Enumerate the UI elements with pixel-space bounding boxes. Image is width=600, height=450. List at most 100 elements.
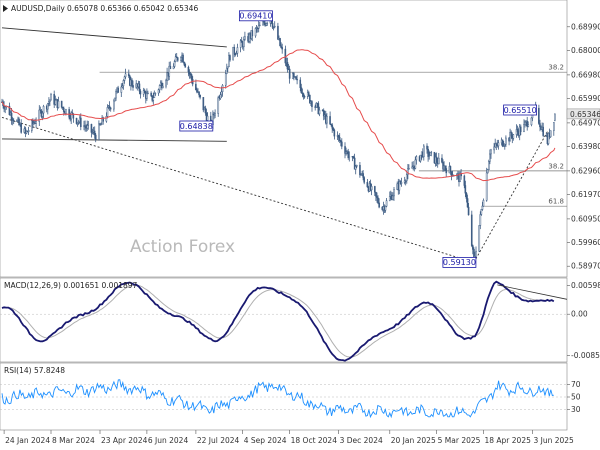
candle-body — [400, 182, 403, 184]
candle-body — [265, 23, 267, 26]
candle-body — [524, 121, 526, 125]
candle-body — [234, 53, 237, 56]
candle-body — [281, 47, 283, 50]
candle-body — [444, 165, 446, 169]
candle-body — [331, 124, 334, 129]
candle-body — [243, 39, 245, 48]
macd-signal-line — [1, 284, 554, 358]
candle-body — [472, 245, 474, 250]
candle-body — [53, 94, 55, 105]
candle-body — [86, 125, 89, 129]
candle-body — [41, 112, 44, 117]
candle-body — [333, 129, 336, 137]
candle-body — [65, 109, 67, 114]
candle-body — [339, 140, 342, 143]
price-tick-label: 0.68990 — [571, 22, 600, 31]
candle-body — [94, 134, 97, 141]
candle-body — [257, 25, 260, 29]
price-tick-label: 0.66980 — [571, 70, 600, 79]
macd-tick-label: 0.00 — [571, 310, 588, 319]
candle-body — [449, 166, 452, 172]
candle-body — [38, 109, 41, 122]
candle-body — [337, 135, 340, 138]
candle-body — [165, 80, 167, 87]
candle-body — [198, 91, 200, 96]
candle-body — [31, 120, 33, 131]
candle-body — [428, 155, 430, 157]
candle-body — [480, 209, 483, 215]
candle-body — [359, 164, 361, 176]
candle-body — [174, 56, 177, 62]
rsi-title: RSI(14) 57.8248 — [4, 366, 65, 375]
candle-body — [68, 109, 70, 118]
candle-body — [240, 40, 243, 43]
candle-body — [384, 206, 387, 211]
candle-body — [502, 145, 505, 147]
candle-body — [47, 103, 49, 110]
candle-body — [77, 121, 80, 123]
candle-body — [217, 97, 220, 114]
candle-body — [20, 123, 22, 133]
candle-body — [114, 97, 116, 102]
candle-body — [429, 151, 432, 156]
candle-body — [311, 101, 313, 108]
candle-body — [479, 214, 482, 226]
candle-body — [366, 181, 369, 188]
candle-body — [515, 129, 518, 135]
candle-body — [549, 130, 552, 138]
candle-body — [435, 156, 438, 163]
candle-body — [117, 87, 119, 93]
price-tick-label: 0.68000 — [571, 46, 600, 55]
candle-body — [360, 174, 362, 176]
candle-body — [147, 92, 149, 95]
candle-body — [470, 214, 473, 246]
candle-body — [80, 117, 82, 128]
candle-body — [227, 66, 229, 69]
candle-body — [494, 143, 497, 148]
price-tick-label: 0.58970 — [571, 262, 600, 271]
candle-body — [378, 202, 380, 208]
candle-body — [153, 93, 156, 98]
candle-body — [127, 73, 130, 77]
candle-body — [279, 38, 281, 47]
candle-body — [150, 92, 152, 96]
price-tick-label: 0.61970 — [571, 190, 600, 199]
candle-body — [229, 55, 231, 61]
macd-lines — [0, 280, 568, 362]
candle-body — [475, 250, 477, 257]
candle-body — [27, 130, 30, 132]
candle-body — [228, 55, 230, 68]
candle-body — [466, 198, 469, 208]
candle-body — [338, 137, 341, 142]
candle-body — [219, 94, 222, 99]
candle-body — [106, 107, 109, 117]
candle-body — [176, 57, 179, 61]
candle-body — [90, 123, 93, 133]
candle-body — [204, 107, 207, 114]
candle-body — [554, 113, 556, 121]
candle-body — [355, 164, 358, 167]
candle-body — [131, 79, 133, 86]
time-axis: 24 Jan 2024 8 Mar 2024 23 Apr 2024 6 Jun 20… — [3, 430, 574, 445]
candle-body — [123, 76, 126, 81]
candle-body — [330, 123, 332, 126]
price-tick-label: 0.60950 — [571, 214, 600, 223]
candle-body — [175, 56, 178, 58]
candle-body — [158, 85, 161, 91]
candle-body — [485, 172, 488, 201]
candle-body — [75, 117, 78, 124]
candle-body — [48, 101, 50, 104]
candle-body — [138, 83, 141, 92]
candle-body — [362, 173, 364, 178]
candle-body — [495, 143, 498, 146]
time-tick-label: 5 Mar 2025 — [438, 436, 481, 445]
candle-body — [172, 66, 175, 70]
candle-body — [322, 110, 325, 117]
candle-body — [405, 174, 408, 181]
candle-body — [196, 89, 198, 93]
candle-body — [348, 156, 351, 158]
price-tick-label: 0.63980 — [571, 142, 600, 151]
candle-body — [481, 205, 484, 210]
candle-body — [42, 106, 45, 114]
